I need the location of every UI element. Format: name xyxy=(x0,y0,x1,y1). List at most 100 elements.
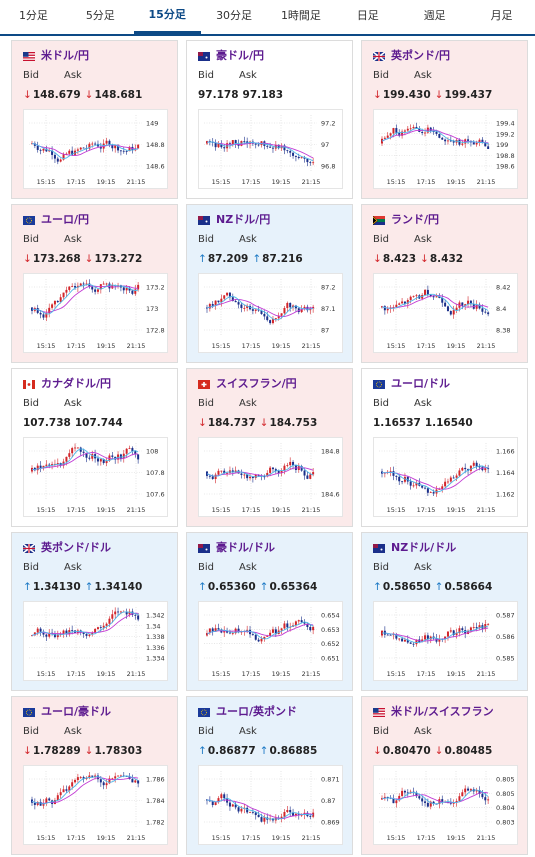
card-title[interactable]: ユーロ/ドル xyxy=(373,375,450,391)
candle xyxy=(111,145,114,149)
candle xyxy=(401,638,404,642)
mini-chart[interactable]: 8.42 8.4 8.38 15:15 17:15 19:15 21:15 xyxy=(373,273,518,353)
x-tick-label: 19:15 xyxy=(97,670,116,678)
mini-chart[interactable]: 173.2 173 172.8 15:15 17:15 19:15 21:15 xyxy=(23,273,168,353)
candle xyxy=(475,142,478,145)
mini-chart[interactable]: 87.2 87.1 87 15:15 17:15 19:15 21:15 xyxy=(198,273,343,353)
card-title[interactable]: 英ポンド/円 xyxy=(372,47,451,63)
ask-label: Ask xyxy=(64,726,82,737)
tab-4[interactable]: 1時間足 xyxy=(280,9,321,22)
card-title[interactable]: カナダドル/円 xyxy=(23,375,111,391)
mini-chart[interactable]: 149 148.8 148.6 15:15 17:15 19:15 21:15 xyxy=(23,109,168,189)
card-title[interactable]: スイスフラン/円 xyxy=(198,375,297,391)
pair-name[interactable]: ユーロ/豪ドル xyxy=(41,705,112,718)
candle xyxy=(206,799,208,801)
candle xyxy=(432,131,435,133)
rate-card[interactable]: 英ポンド/ドル Bid Ask ↑1.34130 ↑1.34140 1.342 1.34 1.… xyxy=(11,532,178,691)
candle xyxy=(240,304,243,309)
card-title[interactable]: 米ドル/円 xyxy=(23,47,89,63)
ask-label: Ask xyxy=(414,726,432,737)
pair-name[interactable]: スイスフラン/円 xyxy=(216,377,297,390)
y-tick-label: 148.6 xyxy=(146,163,165,171)
mini-chart[interactable]: 0.871 0.87 0.869 15:15 17:15 19:15 21:15 xyxy=(198,765,343,845)
x-tick-label: 17:15 xyxy=(67,670,86,678)
rate-card[interactable]: ユーロ/豪ドル Bid Ask ↓1.78289 ↓1.78303 1.786 1.784 1… xyxy=(11,696,178,855)
candle xyxy=(395,634,398,639)
rate-card[interactable]: ユーロ/英ポンド Bid Ask ↑0.86877 ↑0.86885 0.871 0.87 0… xyxy=(186,696,353,855)
x-tick-label: 19:15 xyxy=(272,670,291,678)
pair-name[interactable]: 豪ドル/ドル xyxy=(216,541,276,554)
pair-name[interactable]: NZドル/ドル xyxy=(391,541,457,554)
tab-6[interactable]: 週足 xyxy=(423,9,446,22)
rate-card[interactable]: NZドル/円 Bid Ask ↑87.209 ↑87.216 87.2 87.1 87 15:1… xyxy=(186,204,353,363)
candle xyxy=(31,635,33,637)
rate-card[interactable]: 米ドル/円 Bid Ask ↓148.679 ↓148.681 149 148.8 148.6… xyxy=(11,40,178,199)
card-title[interactable]: 米ドル/スイスフラン xyxy=(373,703,494,719)
mini-chart[interactable]: 0.587 0.586 0.585 15:15 17:15 19:15 21:15 xyxy=(373,601,518,681)
mini-chart[interactable]: 1.166 1.164 1.162 15:15 17:15 19:15 21:15 xyxy=(373,437,518,517)
x-tick-label: 15:15 xyxy=(37,834,56,842)
pair-name[interactable]: 英ポンド/ドル xyxy=(41,541,112,554)
mini-chart[interactable]: 199.4 199.2 199 198.8 198.6 15:15 17:15 19:15 21… xyxy=(373,109,518,189)
rate-card[interactable]: 英ポンド/円 Bid Ask ↓199.430 ↓199.437 199.4 199.2 19… xyxy=(361,40,528,199)
mini-chart[interactable]: 0.654 0.653 0.652 0.651 15:15 17:15 19:15 21:15 xyxy=(198,601,343,681)
candle xyxy=(294,155,297,157)
ask-label: Ask xyxy=(414,398,432,409)
tab-0[interactable]: 1分足 xyxy=(18,9,48,22)
rate-card[interactable]: 米ドル/スイスフラン Bid Ask ↓0.80470 ↓0.80485 0.805 0.8… xyxy=(361,696,528,855)
rate-card[interactable]: 豪ドル/円 Bid Ask 97.178 97.183 97.2 97 96.8 15:15 17… xyxy=(186,40,353,199)
pair-name[interactable]: ユーロ/ドル xyxy=(391,377,451,390)
card-title[interactable]: ユーロ/豪ドル xyxy=(23,703,111,719)
mini-chart[interactable]: 1.786 1.784 1.782 15:15 17:15 19:15 21:15 xyxy=(23,765,168,845)
candle xyxy=(446,481,449,483)
mini-chart[interactable]: 108 107.8 107.6 15:15 17:15 19:15 21:15 xyxy=(23,437,168,517)
rate-card[interactable]: ユーロ/円 Bid Ask ↓173.268 ↓173.272 173.2 173 172.8… xyxy=(11,204,178,363)
bid-value: 184.737 xyxy=(207,417,256,429)
candle xyxy=(42,148,45,151)
pair-name[interactable]: ランド/円 xyxy=(391,213,440,226)
gb-us-flag xyxy=(22,542,36,554)
card-title[interactable]: NZドル/ドル xyxy=(373,539,456,555)
rate-card[interactable]: カナダドル/円 Bid Ask 107.738 107.744 108 107.8 107.6… xyxy=(11,368,178,527)
card-title[interactable]: 英ポンド/ドル xyxy=(22,539,112,555)
tab-1[interactable]: 5分足 xyxy=(85,9,115,22)
pair-name[interactable]: 米ドル/円 xyxy=(41,49,90,62)
pair-name[interactable]: 米ドル/スイスフラン xyxy=(391,705,494,718)
pair-name[interactable]: ユーロ/円 xyxy=(41,213,90,226)
candle xyxy=(217,798,220,803)
candle xyxy=(289,302,292,308)
card-title[interactable]: NZドル/円 xyxy=(198,211,270,227)
candle xyxy=(91,286,94,290)
rate-card[interactable]: NZドル/ドル Bid Ask ↑0.58650 ↑0.58664 0.587 0.586 0… xyxy=(361,532,528,691)
mini-chart[interactable]: 97.2 97 96.8 15:15 17:15 19:15 21:15 xyxy=(198,109,343,189)
candle xyxy=(208,304,211,309)
candle xyxy=(223,470,226,474)
candle xyxy=(383,306,386,311)
pair-name[interactable]: 英ポンド/円 xyxy=(391,49,451,62)
pair-name[interactable]: NZドル/円 xyxy=(216,213,271,226)
tab-5[interactable]: 日足 xyxy=(356,9,379,22)
card-title[interactable]: 豪ドル/ドル xyxy=(198,539,275,555)
card-title[interactable]: ユーロ/英ポンド xyxy=(198,703,297,719)
pair-name[interactable]: カナダドル/円 xyxy=(41,377,112,390)
pair-name[interactable]: ユーロ/英ポンド xyxy=(216,705,298,718)
tab-2[interactable]: 15分足 xyxy=(133,0,201,34)
card-title[interactable]: ランド/円 xyxy=(372,211,440,227)
mini-chart[interactable]: 1.342 1.34 1.338 1.336 1.334 15:15 17:15 19:15 2… xyxy=(23,601,168,681)
y-tick-label: 184.8 xyxy=(321,448,340,456)
rate-card[interactable]: ユーロ/ドル Bid Ask 1.16537 1.16540 1.166 1.164 1.16… xyxy=(361,368,528,527)
rate-card[interactable]: ランド/円 Bid Ask ↓8.423 ↓8.432 8.42 8.4 8.38 15:15 1… xyxy=(361,204,528,363)
candle xyxy=(53,634,56,638)
tab-3[interactable]: 30分足 xyxy=(216,9,253,22)
x-tick-label: 17:15 xyxy=(67,834,86,842)
tab-7[interactable]: 月足 xyxy=(490,9,513,22)
pair-name[interactable]: 豪ドル/円 xyxy=(216,49,265,62)
rate-card[interactable]: スイスフラン/円 Bid Ask ↓184.737 ↓184.753 184.8 184.6… xyxy=(186,368,353,527)
candle xyxy=(220,794,223,799)
card-title[interactable]: 豪ドル/円 xyxy=(198,47,264,63)
card-title[interactable]: ユーロ/円 xyxy=(23,211,89,227)
mini-chart[interactable]: 184.8 184.6 15:15 17:15 19:15 21:15 xyxy=(198,437,343,517)
mini-chart[interactable]: 0.805 0.805 0.804 0.803 15:15 17:15 19:15 21:15 xyxy=(373,765,518,845)
rate-card[interactable]: 豪ドル/ドル Bid Ask ↑0.65360 ↑0.65364 0.654 0.653 0.… xyxy=(186,532,353,691)
candle xyxy=(269,467,272,473)
